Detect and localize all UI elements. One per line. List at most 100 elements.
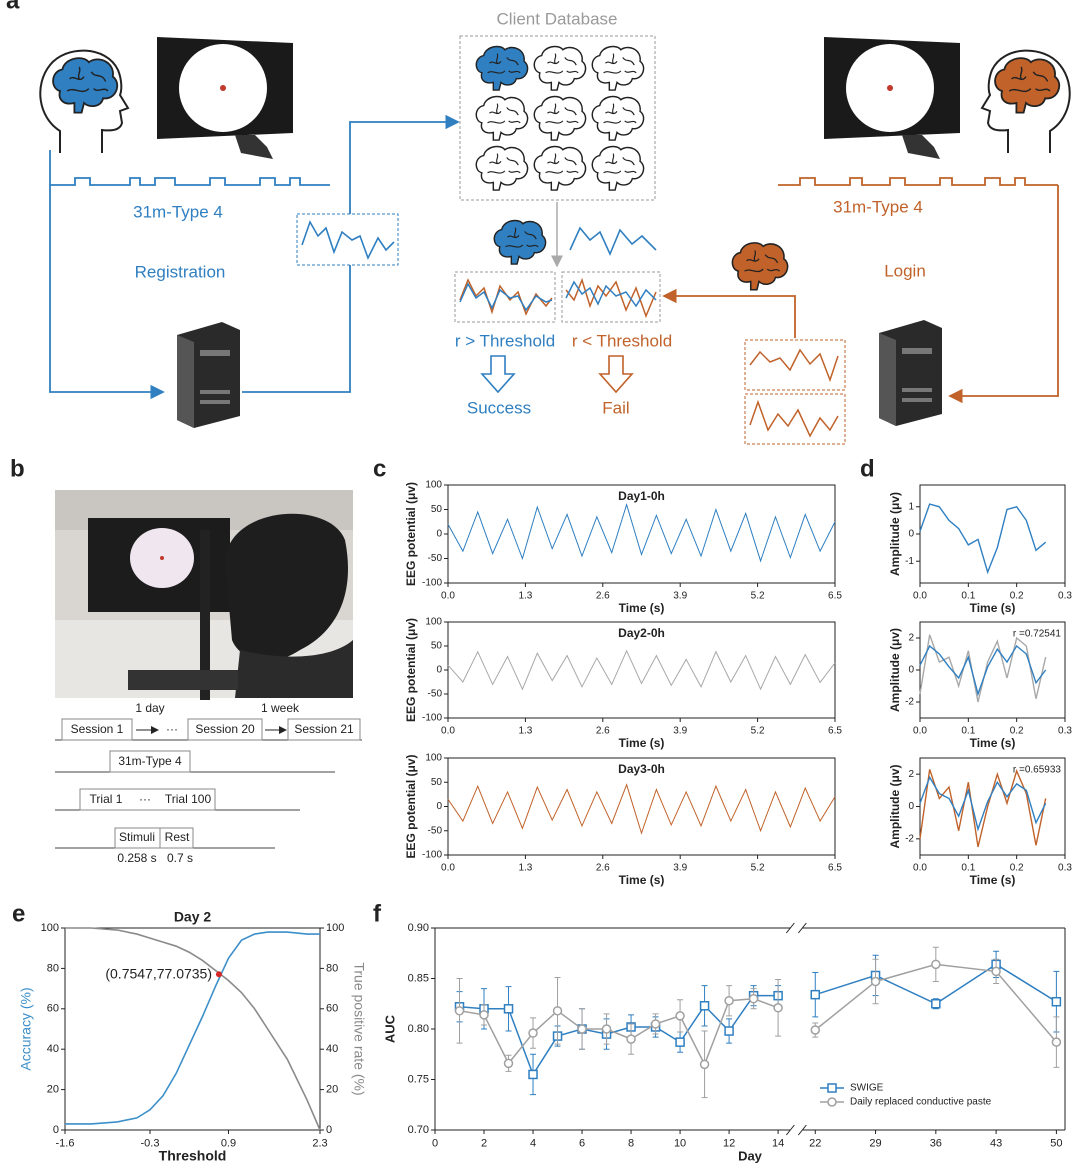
y-axis-label: Amplitude (μv)	[888, 764, 902, 848]
x-tick-label: 36	[930, 1138, 942, 1150]
legend-label: Daily replaced conductive paste	[850, 1097, 992, 1108]
trial-box	[79, 788, 216, 811]
waveform	[749, 399, 839, 438]
brain	[731, 242, 789, 291]
x-tick-label: -0.3	[141, 1138, 160, 1150]
x-axis-label: Time (s)	[970, 601, 1016, 615]
panel-label: b	[10, 455, 25, 482]
highlight-point	[215, 971, 222, 978]
axis-break	[785, 1124, 795, 1136]
y-tick-label: 50	[431, 641, 443, 652]
x-tick-label: 6.5	[828, 591, 842, 602]
x-tick-label: -1.6	[56, 1138, 75, 1150]
panel-label: f	[373, 900, 382, 927]
marker	[577, 1024, 587, 1034]
y-axis-label: Accuracy (%)	[18, 987, 34, 1070]
x-tick-label: 1.3	[518, 726, 532, 737]
axis-break	[785, 922, 795, 934]
x-tick-label: 8	[628, 1138, 634, 1150]
marker	[454, 1006, 465, 1016]
x-tick-label: 2.6	[596, 863, 610, 874]
waveform	[749, 348, 839, 383]
paradigm-label: 31m-Type 4	[118, 754, 182, 768]
y-tick-label: 0	[436, 801, 442, 812]
annotation: (0.7547,77.0735)	[105, 966, 212, 982]
marker	[724, 995, 734, 1006]
marker	[503, 1004, 514, 1014]
x-tick-label: 4	[530, 1138, 536, 1150]
y-tick-label: -50	[428, 689, 443, 700]
marker	[748, 993, 759, 1004]
x-axis-label: Day	[738, 1148, 763, 1163]
waveform	[459, 278, 553, 316]
x-tick-label: 10	[674, 1138, 686, 1150]
waveform	[565, 277, 657, 319]
panel-label: a	[6, 0, 20, 14]
marker	[931, 999, 941, 1009]
x-tick-label: 6.5	[828, 863, 842, 874]
y-tick-label: 0	[908, 665, 914, 676]
legend-label: SWIGE	[850, 1083, 884, 1094]
x-tick-label: 3.9	[673, 726, 687, 737]
marker	[601, 1024, 612, 1034]
x-tick-label: 0.3	[1058, 591, 1072, 602]
marker	[1051, 1037, 1062, 1047]
x-tick-label: 0	[432, 1138, 438, 1150]
marker	[810, 1025, 821, 1035]
brain	[493, 219, 547, 265]
x-axis-label: Time (s)	[970, 873, 1016, 887]
y-axis-label: AUC	[382, 1014, 397, 1043]
marker	[699, 1059, 710, 1070]
duration-label: 0.258 s	[117, 851, 156, 865]
y-tick-label: 0	[53, 1124, 59, 1136]
y-tick-label: 40	[47, 1043, 59, 1055]
y-tick-label: 20	[47, 1084, 59, 1096]
x-tick-label: 0.1	[961, 726, 975, 737]
y2-tick-label: 0	[326, 1124, 332, 1136]
stimulus-sequence	[50, 177, 330, 186]
y-tick-label: 0.75	[408, 1073, 429, 1085]
waveform	[565, 280, 657, 308]
y-axis-label: EEG potential (μv)	[404, 482, 418, 586]
hollow-arrow	[598, 355, 634, 394]
marker	[675, 1037, 685, 1047]
chart-title: Day2-0h	[618, 626, 665, 640]
marker	[870, 976, 881, 987]
y-axis-label: Amplitude (μv)	[888, 628, 902, 712]
y-tick-label: 0.80	[408, 1023, 429, 1035]
x-tick-label: 0.2	[1010, 863, 1024, 874]
x-tick-label: 0.0	[913, 726, 927, 737]
y-tick-label: 0.90	[408, 922, 429, 934]
marker	[724, 1026, 734, 1036]
legend-marker	[827, 1097, 837, 1107]
x-tick-label: 3.9	[673, 591, 687, 602]
y2-tick-label: 80	[326, 962, 338, 974]
data-line	[919, 768, 1047, 848]
y-tick-label: 100	[41, 922, 59, 934]
y-tick-label: 60	[47, 1003, 59, 1015]
marker	[699, 1001, 710, 1011]
waveform	[569, 226, 657, 257]
y-tick-label: 1	[908, 501, 914, 512]
marker	[626, 1034, 636, 1044]
data-line	[919, 503, 1047, 575]
x-tick-label: 0.2	[1010, 591, 1024, 602]
panel-label: d	[860, 455, 875, 482]
session-label: Session 20	[195, 722, 255, 736]
x-tick-label: 50	[1050, 1138, 1062, 1150]
axis-break	[797, 922, 807, 934]
marker	[931, 959, 941, 970]
monitor	[824, 37, 960, 159]
trial-label: Trial 1	[90, 792, 123, 806]
data-line	[447, 649, 836, 691]
data-line	[919, 634, 1047, 703]
y-tick-label: -100	[422, 578, 442, 589]
x-tick-label: 2	[481, 1138, 487, 1150]
interval-label: 1 day	[135, 701, 164, 715]
marker	[528, 1028, 538, 1038]
x-axis-label: Time (s)	[619, 601, 665, 615]
y-axis-label: EEG potential (μv)	[404, 754, 418, 858]
data-line	[447, 502, 836, 563]
chart-title: Day3-0h	[618, 762, 665, 776]
